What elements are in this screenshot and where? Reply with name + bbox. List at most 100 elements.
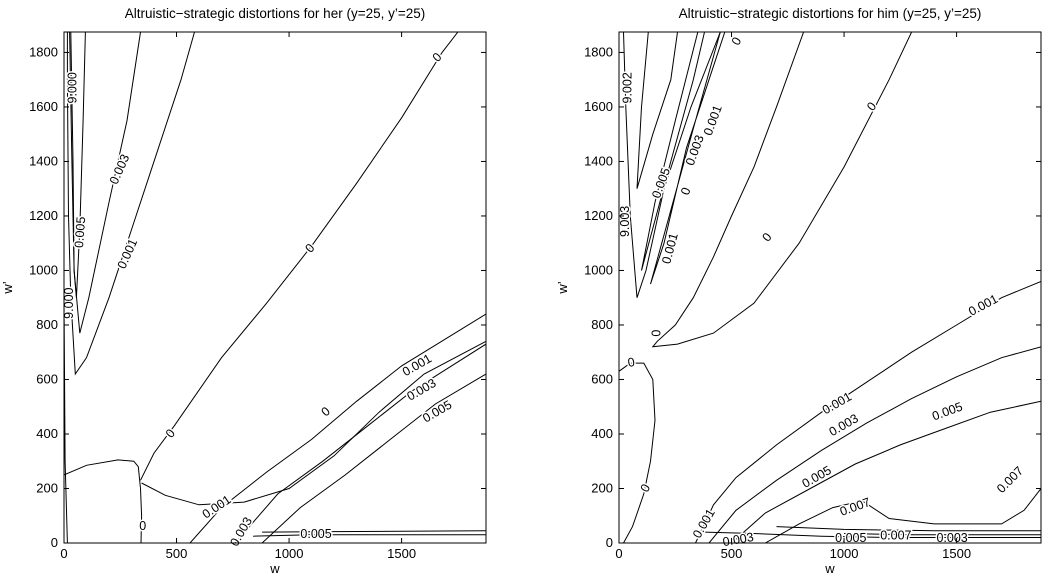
x-tick-label: 500 bbox=[721, 546, 743, 561]
chart-title: Altruistic−strategic distortions for him… bbox=[679, 6, 982, 21]
contour-label: 0.003 bbox=[107, 152, 133, 186]
x-tick-label: 0 bbox=[615, 546, 622, 561]
contour-line-0 bbox=[140, 32, 459, 481]
y-tick-label: 200 bbox=[36, 480, 58, 495]
y-tick-label: 800 bbox=[36, 317, 58, 332]
contour-label: 0.005 bbox=[420, 398, 454, 426]
contour-line-0.005 bbox=[636, 32, 678, 189]
contour-label: 9.000 bbox=[65, 72, 79, 103]
contour-label: 0.005 bbox=[72, 216, 88, 248]
contour-line-0.005 bbox=[70, 32, 86, 298]
y-tick-label: 1200 bbox=[29, 208, 58, 223]
contour-label: 0 bbox=[759, 230, 774, 244]
contour-line-0.007 bbox=[844, 533, 1041, 536]
contour-label: 0.007 bbox=[880, 528, 911, 542]
contour-label: 0.001 bbox=[966, 292, 1000, 319]
y-tick-label: 400 bbox=[36, 426, 58, 441]
y-tick-label: 1400 bbox=[584, 153, 613, 168]
x-tick-label: 1500 bbox=[942, 546, 971, 561]
contour-line-0.007 bbox=[765, 488, 1041, 543]
contour-line-0 bbox=[64, 459, 141, 489]
x-axis-label: w bbox=[824, 561, 835, 576]
contour-label: 0.005 bbox=[930, 400, 964, 424]
plot-frame bbox=[63, 31, 487, 544]
contour-label: 0.001 bbox=[115, 237, 141, 271]
y-tick-label: 1800 bbox=[584, 44, 613, 59]
y-tick-label: 1600 bbox=[584, 99, 613, 114]
y-tick-label: 1600 bbox=[29, 99, 58, 114]
contour-label: 0 bbox=[864, 99, 879, 113]
y-tick-label: 1000 bbox=[584, 262, 613, 277]
contour-line-0 bbox=[651, 32, 913, 348]
y-tick-label: 200 bbox=[591, 480, 613, 495]
contour-line-0.001 bbox=[650, 32, 726, 285]
contour-label: 0.007 bbox=[838, 495, 872, 519]
x-tick-label: 0 bbox=[60, 546, 67, 561]
contour-line-0.003 bbox=[234, 343, 486, 543]
contour-line-0 bbox=[619, 362, 656, 543]
y-tick-label: 1000 bbox=[29, 262, 58, 277]
contour-line-0 bbox=[64, 297, 68, 543]
contour-line-0.005 bbox=[261, 373, 486, 543]
y-tick-label: 0 bbox=[51, 535, 58, 550]
contour-label: 0.005 bbox=[300, 527, 331, 541]
contour-label: 0.001 bbox=[200, 492, 234, 521]
x-tick-label: 1000 bbox=[275, 546, 304, 561]
contour-line-0.005 bbox=[731, 400, 1041, 543]
y-tick-label: 1200 bbox=[584, 208, 613, 223]
contour-label: 0.001 bbox=[659, 232, 681, 266]
y-tick-label: 1800 bbox=[29, 44, 58, 59]
contour-label: 9.000 bbox=[62, 287, 76, 318]
contour-label: 0.003 bbox=[827, 411, 861, 439]
x-tick-label: 500 bbox=[166, 546, 188, 561]
contour-label: 0 bbox=[139, 519, 146, 533]
plot-frame bbox=[618, 31, 1042, 544]
contour-line-0.001 bbox=[695, 280, 1041, 543]
x-tick-label: 1500 bbox=[387, 546, 416, 561]
contour-label: 0 bbox=[302, 241, 317, 256]
contour-line-0 bbox=[140, 488, 143, 543]
contour-label: 0.001 bbox=[400, 351, 434, 379]
contour-panel-her: Altruistic−strategic distortions for her… bbox=[0, 6, 487, 576]
contour-label: 0.003 bbox=[683, 133, 707, 167]
x-tick-label: 1000 bbox=[830, 546, 859, 561]
contour-line-0.003 bbox=[641, 32, 705, 271]
y-axis-label: w’ bbox=[555, 281, 570, 294]
contour-label: 0 bbox=[319, 404, 333, 419]
y-tick-label: 1400 bbox=[29, 153, 58, 168]
y-tick-label: 800 bbox=[591, 317, 613, 332]
contour-label: 9.003 bbox=[618, 206, 632, 237]
chart-title: Altruistic−strategic distortions for her… bbox=[125, 6, 426, 21]
contour-label: 0.001 bbox=[701, 103, 725, 137]
y-tick-label: 600 bbox=[36, 371, 58, 386]
contour-label: 0 bbox=[678, 185, 694, 196]
contour-label: 0.005 bbox=[835, 531, 866, 545]
y-axis-label: w’ bbox=[0, 281, 15, 294]
contour-label: 0.005 bbox=[649, 166, 673, 200]
contour-label: 0 bbox=[650, 330, 664, 337]
contour-label: 0.007 bbox=[994, 464, 1026, 496]
contour-line-0 bbox=[623, 32, 721, 298]
contour-line-0.005 bbox=[776, 526, 1041, 532]
contour-label: 9.002 bbox=[620, 72, 634, 103]
contour-label: 0.001 bbox=[690, 506, 718, 540]
contour-line-0.003 bbox=[69, 32, 141, 334]
contour-line-0 bbox=[141, 340, 486, 506]
contour-line-0.001 bbox=[66, 32, 195, 376]
contour-label: 0 bbox=[627, 355, 636, 370]
contour-panel-him: Altruistic−strategic distortions for him… bbox=[555, 6, 1042, 576]
contour-label: 0.003 bbox=[404, 376, 438, 404]
contour-label: 0.003 bbox=[936, 531, 967, 545]
contour-line-0.003 bbox=[704, 531, 1041, 538]
contour-line-0.003 bbox=[708, 346, 1041, 543]
y-tick-label: 0 bbox=[606, 535, 613, 550]
y-tick-label: 400 bbox=[591, 426, 613, 441]
contour-line-0.007 bbox=[262, 530, 486, 533]
contour-line-0.001 bbox=[189, 313, 486, 543]
contour-label: 0.003 bbox=[227, 515, 255, 549]
x-axis-label: w bbox=[269, 561, 280, 576]
contour-line-0.005 bbox=[253, 534, 486, 537]
contour-label: 0.005 bbox=[800, 463, 834, 491]
y-tick-label: 600 bbox=[591, 371, 613, 386]
